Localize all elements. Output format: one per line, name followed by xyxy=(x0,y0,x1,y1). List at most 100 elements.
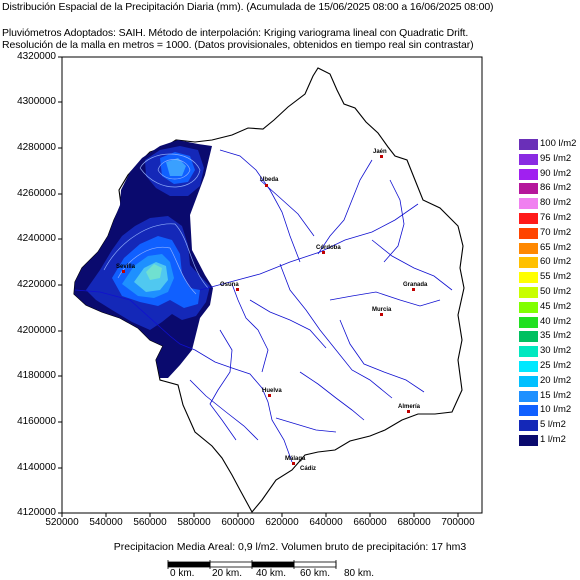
x-tick-label: 660000 xyxy=(353,517,387,528)
legend-label: 45 l/m2 xyxy=(540,300,572,312)
y-tick-label: 4260000 xyxy=(17,188,56,199)
legend-swatch xyxy=(519,198,538,210)
legend-label: 95 l/m2 xyxy=(540,152,572,164)
legend-label: 60 l/m2 xyxy=(540,256,572,268)
y-tick-label: 4220000 xyxy=(17,279,56,290)
precip-area-15-north xyxy=(166,158,186,176)
y-tick-label: 4240000 xyxy=(17,233,56,244)
legend-label: 50 l/m2 xyxy=(540,286,572,297)
town-marker xyxy=(122,270,125,273)
legend-swatch xyxy=(519,242,538,254)
river-network xyxy=(74,149,453,463)
town-marker xyxy=(236,288,239,291)
town-label: Córdoba xyxy=(316,245,341,251)
precip-area-25 xyxy=(146,264,162,280)
town-marker xyxy=(265,184,268,187)
legend-label: 20 l/m2 xyxy=(540,374,572,386)
x-tick-label: 620000 xyxy=(265,517,299,528)
x-tick-label: 600000 xyxy=(221,517,255,528)
isohyet-lines xyxy=(103,153,209,295)
y-tick-label: 4200000 xyxy=(17,325,56,336)
y-tick-label: 4320000 xyxy=(17,51,56,62)
legend-swatch xyxy=(519,287,538,298)
y-tick-label: 4140000 xyxy=(17,462,56,473)
town-marker xyxy=(407,410,410,413)
town-marker xyxy=(412,288,415,291)
legend-swatch xyxy=(519,435,538,446)
legend-label: 86 l/m2 xyxy=(540,182,572,194)
y-tick-label: 4180000 xyxy=(17,370,56,381)
map-title: Distribución Espacial de la Precipitació… xyxy=(2,1,494,13)
legend-swatch xyxy=(519,227,538,239)
y-tick-label: 4160000 xyxy=(17,416,56,427)
legend-swatch xyxy=(519,301,538,313)
x-tick-label: 640000 xyxy=(309,517,343,528)
legend-swatch xyxy=(519,390,538,402)
town-markers xyxy=(122,155,415,465)
legend-swatch xyxy=(519,316,538,328)
town-label: Ubeda xyxy=(260,177,279,183)
x-tick-label: 560000 xyxy=(133,517,167,528)
town-marker xyxy=(380,313,383,316)
legend-label: 90 l/m2 xyxy=(540,167,572,179)
scale-label: 40 km. xyxy=(256,568,287,579)
x-tick-label: 680000 xyxy=(397,517,431,528)
legend-label: 80 l/m2 xyxy=(540,197,572,209)
legend-swatch xyxy=(519,168,538,180)
legend-label: 100 l/m2 xyxy=(540,138,577,149)
legend-swatch xyxy=(519,213,538,224)
scale-label: 0 km. xyxy=(170,568,195,579)
town-marker xyxy=(292,462,295,465)
areal-summary: Precipitacion Media Areal: 0,9 l/m2. Vol… xyxy=(113,541,467,553)
legend-swatch xyxy=(519,346,538,358)
legend-swatch xyxy=(519,331,538,343)
x-tick-label: 540000 xyxy=(89,517,123,528)
town-label: Sevilla xyxy=(116,264,136,270)
legend-label: 30 l/m2 xyxy=(540,345,572,357)
resolution-note: Resolución de la malla en metros = 1000.… xyxy=(2,39,474,51)
town-marker xyxy=(268,394,271,397)
scale-bar xyxy=(167,560,337,569)
town-label: Granada xyxy=(403,282,428,288)
method-note: Pluviómetros Adoptados: SAIH. Método de … xyxy=(2,27,469,39)
legend-label: 10 l/m2 xyxy=(540,404,572,416)
town-label: Málaga xyxy=(285,456,306,462)
town-label: Cádiz xyxy=(300,466,317,472)
legend-swatch xyxy=(519,405,538,417)
x-tick-label: 700000 xyxy=(441,517,475,528)
legend-label: 70 l/m2 xyxy=(540,226,572,238)
axis-ticks xyxy=(58,56,459,517)
town-label: Jaén xyxy=(373,149,387,155)
legend-swatch xyxy=(519,139,538,150)
legend-swatch xyxy=(519,257,538,269)
x-tick-label: 520000 xyxy=(45,517,79,528)
legend-swatch xyxy=(519,272,538,284)
legend-swatch xyxy=(519,375,538,387)
legend-label: 76 l/m2 xyxy=(540,212,572,223)
legend-label: 55 l/m2 xyxy=(540,271,572,283)
scale-label: 20 km. xyxy=(212,568,243,579)
legend-swatch xyxy=(519,153,538,165)
town-label: Almería xyxy=(398,404,421,410)
legend-label: 15 l/m2 xyxy=(540,389,572,401)
x-tick-label: 580000 xyxy=(177,517,211,528)
legend-swatch xyxy=(519,420,538,432)
legend-label: 1 l/m2 xyxy=(540,434,566,445)
town-marker xyxy=(380,155,383,158)
scale-label: 60 km. xyxy=(300,568,331,579)
legend-label: 35 l/m2 xyxy=(540,330,572,342)
town-marker xyxy=(322,251,325,254)
y-tick-label: 4120000 xyxy=(17,507,56,518)
legend-swatch xyxy=(519,361,538,372)
legend-label: 5 l/m2 xyxy=(540,419,566,431)
y-tick-label: 4300000 xyxy=(17,96,56,107)
town-label: Osuna xyxy=(220,282,239,288)
town-label: Huelva xyxy=(262,388,282,394)
legend-label: 25 l/m2 xyxy=(540,360,572,371)
legend-label: 40 l/m2 xyxy=(540,315,572,327)
legend-swatch xyxy=(519,183,538,195)
scale-label: 80 km. xyxy=(344,568,375,579)
legend-label: 65 l/m2 xyxy=(540,241,572,253)
town-label: Murcia xyxy=(372,307,392,313)
